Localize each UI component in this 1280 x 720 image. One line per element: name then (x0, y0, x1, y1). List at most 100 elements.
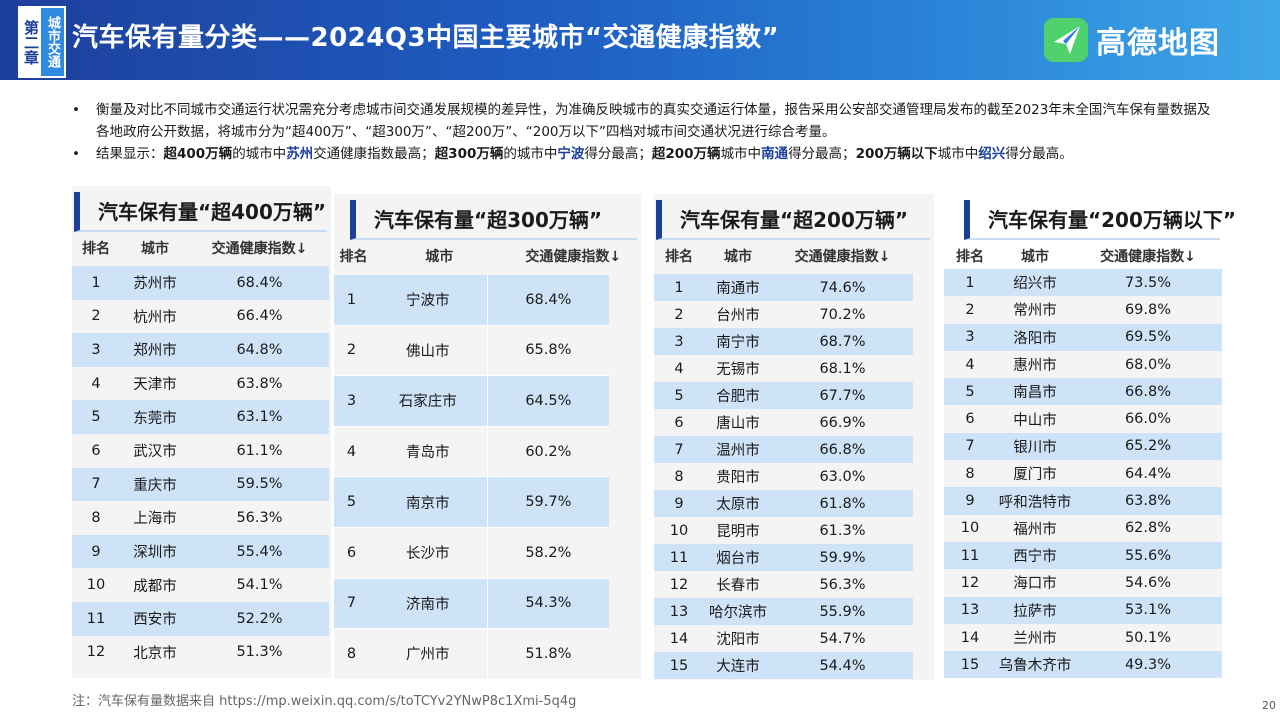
score-cell: 66.0% (1124, 411, 1172, 428)
column-header-city: 城市 (425, 249, 454, 265)
score-cell: 62.8% (1124, 520, 1172, 537)
city-cell: 石家庄市 (369, 376, 488, 426)
city-cell: 绍兴市 (1013, 276, 1057, 293)
table-row: 13 哈尔滨市 55.9% (654, 598, 913, 625)
table-header: 排名 城市 交通健康指数↓ (944, 246, 1224, 266)
table-row: 8 广州市 51.8% (334, 629, 609, 680)
bullet-text-segment: 得分最高； (584, 146, 652, 162)
score-cell: 59.5% (236, 476, 283, 493)
rank-cell: 5 (965, 383, 975, 400)
amap-logo: 高德地图 (1044, 17, 1220, 63)
city-cell: 青岛市 (369, 426, 488, 477)
bullet-text-segment: 的城市中 (232, 146, 287, 162)
rank-cell: 9 (674, 495, 684, 512)
highlight-category: 超200万辆 (651, 146, 721, 162)
city-cell: 沈阳市 (716, 632, 760, 648)
table-row: 5 东莞市 63.1% (72, 400, 329, 434)
city-cell: 唐山市 (716, 416, 760, 432)
table-row: 5 南京市 59.7% (334, 477, 609, 528)
city-cell: 合肥市 (716, 389, 760, 405)
amap-logo-icon (1044, 18, 1088, 62)
city-cell: 厦门市 (1013, 467, 1057, 484)
score-cell: 63.8% (236, 375, 283, 392)
score-cell: 68.1% (819, 360, 866, 377)
rank-cell: 13 (960, 602, 980, 619)
score-cell: 54.3% (525, 595, 572, 612)
amap-logo-text: 高德地图 (1096, 26, 1220, 61)
table-row: 9 太原市 61.8% (654, 490, 913, 517)
rank-cell: 4 (965, 356, 975, 373)
table-body: 1 绍兴市 73.5% 2 常州市 69.8% 3 洛阳市 69.5% 4 惠州市 68.0% 5 南昌市… (944, 269, 1222, 679)
city-cell: 佛山市 (369, 325, 488, 376)
city-cell: 贵阳市 (716, 470, 760, 486)
bullet-marker: • (72, 102, 80, 118)
score-cell: 68.4% (236, 274, 283, 291)
city-cell: 武汉市 (133, 444, 177, 461)
city-cell: 西宁市 (1013, 549, 1057, 566)
column-header-rank: 排名 (339, 249, 368, 265)
rank-cell: 3 (965, 329, 975, 346)
table-title: 汽车保有量“200万辆以下” (964, 200, 1236, 240)
column-header-score: 交通健康指数↓ (211, 241, 308, 257)
rank-cell: 7 (674, 441, 684, 458)
table-row: 3 南宁市 68.7% (654, 328, 913, 355)
bullet-text-segment: 城市中 (720, 146, 762, 162)
table-row: 10 成都市 54.1% (72, 568, 329, 602)
rank-cell: 7 (965, 438, 975, 455)
score-cell: 66.4% (236, 308, 283, 325)
score-cell: 63.8% (1124, 493, 1172, 510)
table-row: 15 大连市 54.4% (654, 652, 913, 679)
table-row: 12 长春市 56.3% (654, 571, 913, 598)
table-row: 4 无锡市 68.1% (654, 355, 913, 382)
table-row: 8 上海市 56.3% (72, 501, 329, 535)
score-cell: 53.1% (1124, 602, 1172, 619)
score-cell: 64.4% (1124, 465, 1172, 482)
table-row: 6 长沙市 58.2% (334, 527, 609, 579)
rank-cell: 11 (960, 547, 980, 564)
bullet-text-segment: 城市中 (937, 146, 979, 162)
rank-cell: 10 (669, 522, 689, 539)
table-row: 15 乌鲁木齐市 49.3% (944, 651, 1222, 679)
table-row: 13 拉萨市 53.1% (944, 596, 1222, 624)
score-cell: 63.1% (236, 409, 283, 426)
city-cell: 洛阳市 (1013, 330, 1057, 347)
table-title: 汽车保有量“超200万辆” (656, 200, 930, 240)
page-header: 第二章 城市交通 汽车保有量分类——2024Q3中国主要城市“交通健康指数” 高… (0, 0, 1280, 80)
table-row: 10 福州市 62.8% (944, 514, 1222, 542)
table-row: 8 贵阳市 63.0% (654, 463, 913, 490)
table-row: 2 常州市 69.8% (944, 296, 1222, 324)
score-cell: 55.6% (1124, 547, 1172, 564)
highlight-category: 200万辆以下 (855, 146, 938, 162)
rank-cell: 11 (669, 549, 689, 566)
score-cell: 55.4% (236, 543, 283, 560)
table-row: 7 重庆市 59.5% (72, 467, 329, 502)
score-cell: 61.1% (236, 442, 283, 459)
city-cell: 烟台市 (716, 551, 760, 567)
score-cell: 66.8% (1124, 383, 1172, 400)
table-row: 4 惠州市 68.0% (944, 350, 1222, 379)
highlight-category: 超300万辆 (434, 146, 504, 162)
city-cell: 惠州市 (1013, 358, 1057, 375)
score-cell: 59.9% (819, 549, 866, 566)
city-cell: 广州市 (369, 629, 488, 679)
score-cell: 54.4% (819, 657, 866, 674)
table-panel-under-200w: 汽车保有量“200万辆以下” 排名 城市 交通健康指数↓ 1 绍兴市 73.5% 2 常州市 6… (944, 194, 1236, 684)
city-cell: 宁波市 (369, 275, 488, 325)
score-cell: 74.6% (819, 279, 866, 296)
city-cell: 拉萨市 (1013, 603, 1057, 620)
bullet-text: 衡量及对比不同城市交通运行状况需充分考虑城市间交通发展规模的差异性，为准确反映城… (96, 102, 1211, 140)
column-header-rank: 排名 (82, 241, 110, 257)
city-cell: 中山市 (1013, 412, 1057, 429)
score-cell: 66.8% (819, 441, 866, 458)
rank-cell: 7 (346, 595, 357, 612)
rank-cell: 8 (674, 468, 684, 485)
rank-cell: 2 (346, 342, 357, 359)
city-cell: 乌鲁木齐市 (998, 658, 1072, 675)
rank-cell: 10 (86, 577, 106, 594)
city-cell: 温州市 (716, 443, 760, 459)
table-row: 1 苏州市 68.4% (72, 266, 329, 300)
city-cell: 南宁市 (716, 335, 760, 351)
highlight-city: 苏州 (286, 146, 314, 162)
score-cell: 64.5% (525, 392, 572, 409)
highlight-city: 宁波 (557, 146, 585, 162)
